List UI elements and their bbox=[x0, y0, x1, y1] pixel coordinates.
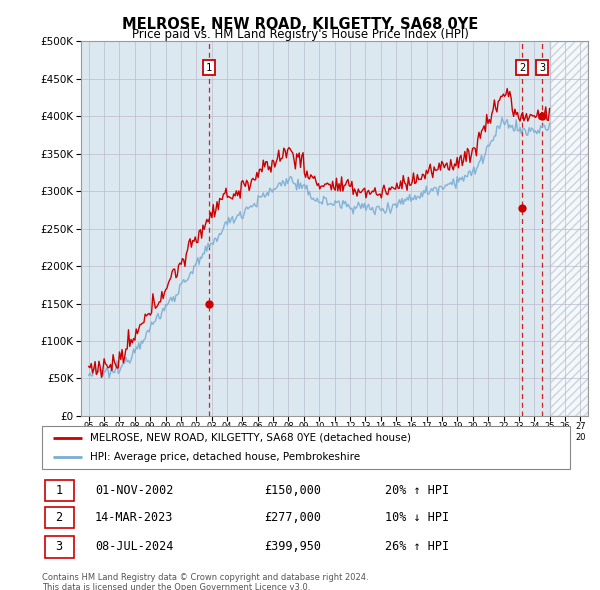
Text: MELROSE, NEW ROAD, KILGETTY, SA68 0YE (detached house): MELROSE, NEW ROAD, KILGETTY, SA68 0YE (d… bbox=[89, 432, 410, 442]
Text: MELROSE, NEW ROAD, KILGETTY, SA68 0YE: MELROSE, NEW ROAD, KILGETTY, SA68 0YE bbox=[122, 17, 478, 31]
Text: 2: 2 bbox=[56, 511, 63, 525]
Text: 10% ↓ HPI: 10% ↓ HPI bbox=[385, 511, 449, 525]
Bar bbox=[550, 41, 588, 416]
Text: 01-NOV-2002: 01-NOV-2002 bbox=[95, 484, 173, 497]
Text: Contains HM Land Registry data © Crown copyright and database right 2024.: Contains HM Land Registry data © Crown c… bbox=[42, 573, 368, 582]
Bar bbox=[550, 41, 588, 416]
FancyBboxPatch shape bbox=[42, 426, 570, 469]
Text: 3: 3 bbox=[56, 540, 63, 553]
Text: Price paid vs. HM Land Registry's House Price Index (HPI): Price paid vs. HM Land Registry's House … bbox=[131, 28, 469, 41]
FancyBboxPatch shape bbox=[44, 536, 74, 558]
Text: This data is licensed under the Open Government Licence v3.0.: This data is licensed under the Open Gov… bbox=[42, 583, 310, 590]
Text: £399,950: £399,950 bbox=[264, 540, 321, 553]
Text: £277,000: £277,000 bbox=[264, 511, 321, 525]
Text: 1: 1 bbox=[56, 484, 63, 497]
Text: £150,000: £150,000 bbox=[264, 484, 321, 497]
FancyBboxPatch shape bbox=[44, 480, 74, 501]
Text: 1: 1 bbox=[206, 63, 212, 73]
Text: 08-JUL-2024: 08-JUL-2024 bbox=[95, 540, 173, 553]
FancyBboxPatch shape bbox=[44, 507, 74, 528]
Text: 14-MAR-2023: 14-MAR-2023 bbox=[95, 511, 173, 525]
Text: 26% ↑ HPI: 26% ↑ HPI bbox=[385, 540, 449, 553]
Text: 20% ↑ HPI: 20% ↑ HPI bbox=[385, 484, 449, 497]
Text: HPI: Average price, detached house, Pembrokeshire: HPI: Average price, detached house, Pemb… bbox=[89, 453, 359, 463]
Text: 3: 3 bbox=[539, 63, 545, 73]
Text: 2: 2 bbox=[519, 63, 525, 73]
